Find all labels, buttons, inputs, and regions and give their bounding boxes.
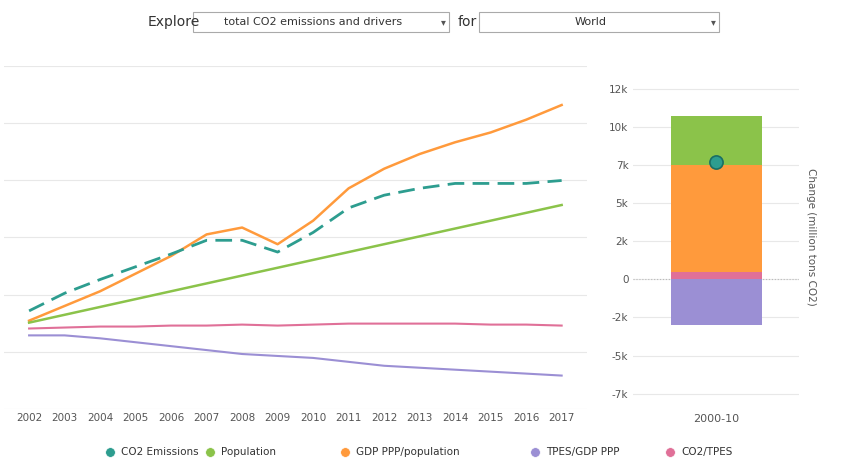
Bar: [479, 12, 719, 32]
Text: Population: Population: [221, 447, 276, 457]
Text: Explore: Explore: [148, 15, 201, 29]
Y-axis label: Change (million tons CO2): Change (million tons CO2): [806, 168, 816, 306]
Text: TPES/GDP PPP: TPES/GDP PPP: [546, 447, 620, 457]
Bar: [671, 279, 762, 325]
Text: total CO2 emissions and drivers: total CO2 emissions and drivers: [224, 17, 402, 27]
Text: World: World: [575, 17, 607, 27]
Point: [709, 158, 722, 165]
Bar: [671, 116, 762, 165]
Text: GDP PPP/population: GDP PPP/population: [356, 447, 460, 457]
Bar: [671, 165, 762, 279]
Text: CO2/TPES: CO2/TPES: [681, 447, 733, 457]
Bar: [671, 272, 762, 279]
Text: ▾: ▾: [711, 17, 716, 27]
Bar: [193, 12, 449, 32]
Text: for: for: [458, 15, 477, 29]
Text: CO2 Emissions: CO2 Emissions: [121, 447, 199, 457]
Text: ▾: ▾: [440, 17, 445, 27]
